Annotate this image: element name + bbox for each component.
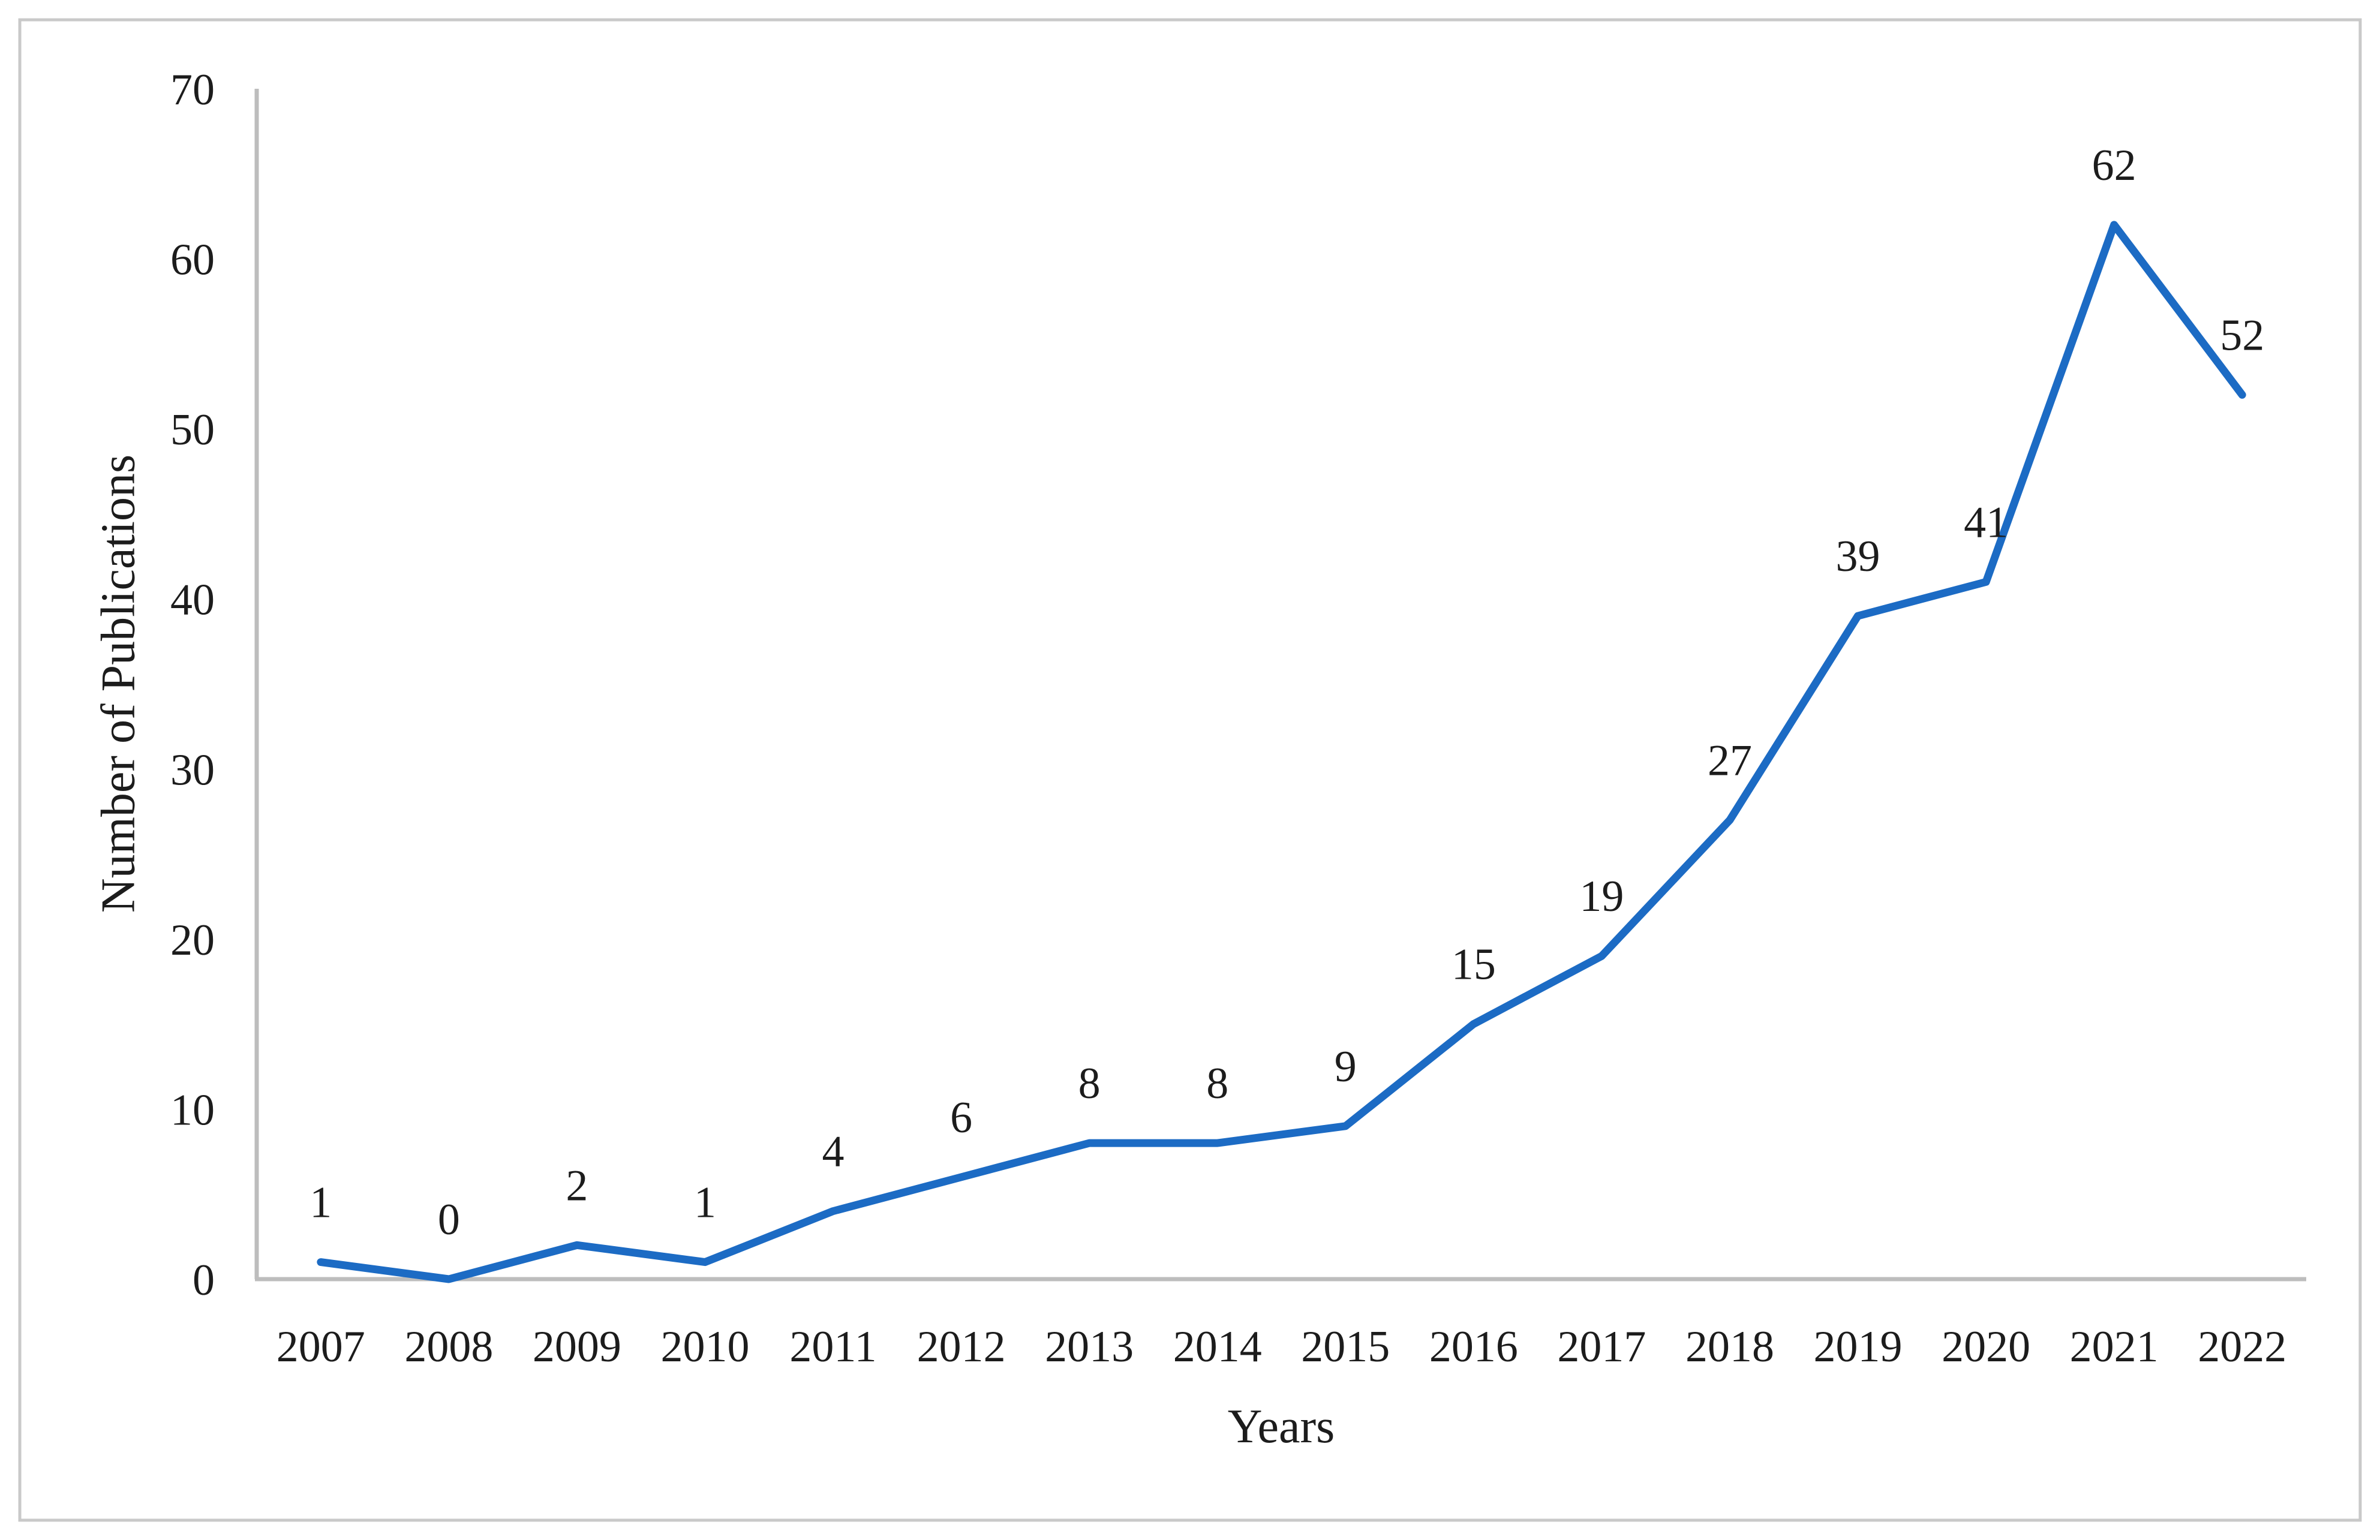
data-point-label: 15 — [1452, 940, 1496, 989]
x-tick-label: 2020 — [1942, 1322, 2030, 1371]
x-tick-label: 2022 — [2198, 1322, 2286, 1371]
y-tick-label: 50 — [170, 405, 215, 455]
y-tick-label: 40 — [170, 576, 215, 625]
data-point-label: 4 — [822, 1127, 845, 1177]
y-tick-label: 70 — [170, 65, 215, 115]
x-tick-label: 2013 — [1045, 1322, 1134, 1371]
data-point-label: 8 — [1206, 1059, 1228, 1108]
y-tick-label: 10 — [170, 1085, 215, 1135]
data-series — [317, 221, 2246, 1283]
data-point-label: 0 — [438, 1195, 460, 1244]
x-tick-label: 2009 — [533, 1322, 621, 1371]
y-axis-title: Number of Publications — [92, 455, 145, 913]
x-axis-title: Years — [1228, 1400, 1335, 1453]
data-point-label: 52 — [2220, 311, 2264, 360]
data-point-label: 9 — [1335, 1042, 1357, 1091]
data-point-label: 27 — [1708, 736, 1752, 785]
x-tick-label: 2019 — [1814, 1322, 1903, 1371]
x-tick-label: 2017 — [1557, 1322, 1646, 1371]
x-tick-label: 2016 — [1429, 1322, 1518, 1371]
x-axis-tick-labels: 2007 2008 2009 2010 2011 2012 2013 2014 2015 2016… — [277, 1322, 2286, 1371]
x-tick-label: 2014 — [1173, 1322, 1262, 1371]
y-tick-label: 20 — [170, 916, 215, 965]
x-tick-label: 2007 — [277, 1322, 365, 1371]
data-point-labels: 1 0 2 1 4 6 8 8 9 15 19 27 39 41 62 52 — [309, 141, 2264, 1244]
x-tick-label: 2018 — [1685, 1322, 1774, 1371]
data-point-label: 19 — [1579, 872, 1624, 921]
data-point-label: 1 — [309, 1178, 332, 1228]
data-point-label: 6 — [950, 1093, 972, 1142]
figure-border — [18, 18, 2362, 1522]
x-tick-label: 2008 — [404, 1322, 493, 1371]
data-point-label: 62 — [2092, 141, 2136, 190]
x-tick-label: 2015 — [1301, 1322, 1390, 1371]
x-tick-label: 2011 — [789, 1322, 876, 1371]
data-point-label: 39 — [1836, 532, 1880, 581]
data-point-label: 1 — [694, 1178, 716, 1228]
x-tick-label: 2021 — [2070, 1322, 2159, 1371]
x-tick-label: 2012 — [917, 1322, 1006, 1371]
y-axis-tick-labels: 0 10 20 30 40 50 60 70 — [170, 65, 215, 1305]
data-point-label: 41 — [1964, 498, 2008, 547]
data-point-label: 2 — [566, 1161, 588, 1210]
data-line — [317, 221, 2246, 1283]
x-tick-label: 2010 — [660, 1322, 749, 1371]
data-point-label: 8 — [1078, 1059, 1101, 1108]
y-tick-label: 60 — [170, 236, 215, 285]
y-tick-label: 0 — [193, 1256, 215, 1305]
y-tick-label: 30 — [170, 745, 215, 795]
